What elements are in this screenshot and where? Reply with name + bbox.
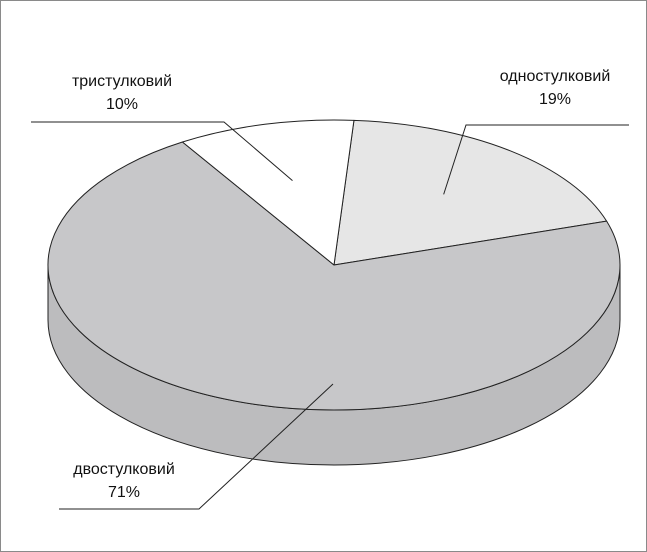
- slice-label-triple-leaf-name: тристулковий: [72, 73, 172, 90]
- leader-line-triple-leaf: [31, 121, 293, 181]
- slice-label-single-leaf-name: одностулковий: [500, 68, 611, 85]
- pie-slice-double-leaf: [47, 141, 621, 411]
- slice-label-triple-leaf: тристулковий 10%: [72, 73, 172, 113]
- slice-label-single-leaf-value: 19%: [539, 91, 571, 108]
- slice-label-triple-leaf-value: 10%: [106, 96, 138, 113]
- pie-slice-triple-leaf: [181, 119, 355, 266]
- pie-slice-single-leaf: [333, 119, 608, 266]
- leader-line-double-leaf: [59, 383, 334, 510]
- leader-line-single-leaf: [443, 124, 629, 195]
- slice-label-single-leaf: одностулковий 19%: [500, 68, 611, 108]
- slice-label-double-leaf-name: двостулковий: [73, 461, 175, 478]
- slice-label-double-leaf-value: 71%: [108, 484, 140, 501]
- slice-label-double-leaf: двостулковий 71%: [73, 461, 175, 501]
